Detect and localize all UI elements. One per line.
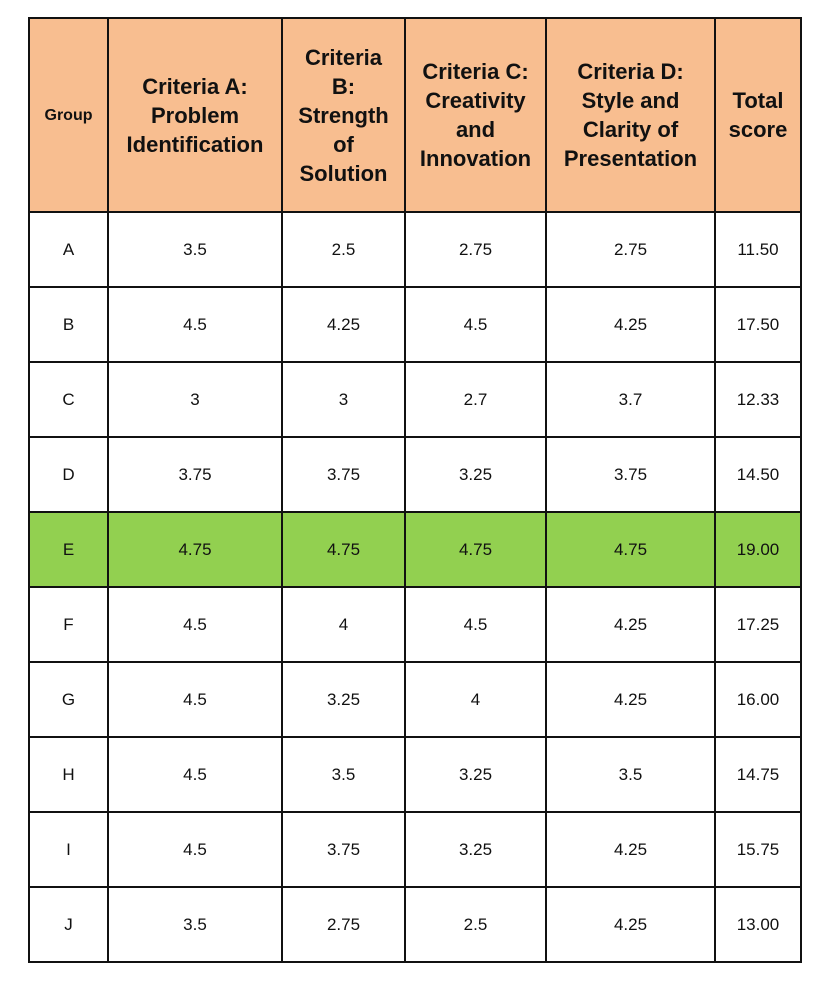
cell-criteria-b: 3 — [281, 361, 406, 438]
cell-criteria-b: 3.5 — [281, 736, 406, 813]
header-criteria-a-line: Identification — [126, 131, 264, 157]
cell-criteria-d: 3.75 — [545, 436, 716, 513]
cell-total-score: 15.75 — [714, 811, 802, 888]
table-row: B 4.5 4.25 4.5 4.25 17.50 — [28, 286, 802, 363]
header-group: Group — [28, 17, 109, 213]
cell-criteria-d: 3.5 — [545, 736, 716, 813]
header-criteria-c-line: Creativity — [425, 88, 526, 113]
header-group-label: Group — [44, 106, 93, 124]
cell-criteria-c: 4.5 — [404, 286, 547, 363]
scores-table: Group Criteria A: Problem Identification… — [28, 17, 802, 963]
cell-criteria-c: 4.75 — [404, 511, 547, 588]
cell-criteria-a: 3.5 — [107, 211, 283, 288]
cell-group: D — [28, 436, 109, 513]
cell-criteria-b: 3.75 — [281, 811, 406, 888]
table-body: A 3.5 2.5 2.75 2.75 11.50 B 4.5 4.25 4.5 4.25 17.50… — [28, 211, 802, 963]
header-criteria-b-line: Solution — [299, 160, 388, 186]
cell-group: I — [28, 811, 109, 888]
cell-criteria-b: 2.5 — [281, 211, 406, 288]
header-criteria-d-line: Style and — [581, 88, 680, 113]
cell-criteria-b: 4.25 — [281, 286, 406, 363]
cell-total-score: 14.50 — [714, 436, 802, 513]
header-criteria-c-line: Criteria C: — [422, 59, 529, 84]
table-row: A 3.5 2.5 2.75 2.75 11.50 — [28, 211, 802, 288]
cell-criteria-d: 4.25 — [545, 286, 716, 363]
cell-group: C — [28, 361, 109, 438]
cell-criteria-d: 4.25 — [545, 886, 716, 963]
header-row: Group Criteria A: Problem Identification… — [28, 17, 802, 213]
cell-group: A — [28, 211, 109, 288]
cell-criteria-a: 3.75 — [107, 436, 283, 513]
header-criteria-b-line: Criteria — [304, 44, 383, 70]
cell-total-score: 14.75 — [714, 736, 802, 813]
cell-criteria-b: 3.75 — [281, 436, 406, 513]
header-criteria-b-line: of — [333, 131, 354, 157]
table-header: Group Criteria A: Problem Identification… — [28, 17, 802, 213]
cell-criteria-a: 4.5 — [107, 286, 283, 363]
header-criteria-b-line: Strength — [298, 102, 389, 128]
cell-group: H — [28, 736, 109, 813]
cell-criteria-c: 3.25 — [404, 736, 547, 813]
cell-criteria-d: 4.75 — [545, 511, 716, 588]
header-criteria-a-line: Criteria A: — [142, 73, 248, 99]
header-criteria-a-line: Problem — [150, 102, 240, 128]
cell-total-score: 12.33 — [714, 361, 802, 438]
cell-total-score: 16.00 — [714, 661, 802, 738]
cell-group: J — [28, 886, 109, 963]
header-total-score-line: Total — [732, 88, 784, 113]
table-row: G 4.5 3.25 4 4.25 16.00 — [28, 661, 802, 738]
cell-group: F — [28, 586, 109, 663]
cell-criteria-d: 4.25 — [545, 811, 716, 888]
cell-total-score: 13.00 — [714, 886, 802, 963]
header-criteria-d: Criteria D: Style and Clarity of Present… — [545, 17, 716, 213]
cell-criteria-b: 4.75 — [281, 511, 406, 588]
cell-total-score: 19.00 — [714, 511, 802, 588]
table-row: D 3.75 3.75 3.25 3.75 14.50 — [28, 436, 802, 513]
cell-criteria-d: 4.25 — [545, 586, 716, 663]
header-criteria-c: Criteria C: Creativity and Innovation — [404, 17, 547, 213]
header-total-score: Total score — [714, 17, 802, 213]
cell-criteria-c: 3.25 — [404, 436, 547, 513]
cell-criteria-a: 3.5 — [107, 886, 283, 963]
cell-criteria-a: 4.5 — [107, 586, 283, 663]
cell-criteria-a: 4.75 — [107, 511, 283, 588]
cell-criteria-c: 4 — [404, 661, 547, 738]
cell-criteria-a: 4.5 — [107, 661, 283, 738]
table-row: E 4.75 4.75 4.75 4.75 19.00 — [28, 511, 802, 588]
cell-criteria-c: 2.75 — [404, 211, 547, 288]
cell-criteria-b: 4 — [281, 586, 406, 663]
cell-total-score: 11.50 — [714, 211, 802, 288]
table-row: F 4.5 4 4.5 4.25 17.25 — [28, 586, 802, 663]
table-row: H 4.5 3.5 3.25 3.5 14.75 — [28, 736, 802, 813]
cell-criteria-b: 3.25 — [281, 661, 406, 738]
header-criteria-d-line: Clarity of — [582, 117, 679, 142]
cell-group: G — [28, 661, 109, 738]
cell-criteria-a: 3 — [107, 361, 283, 438]
cell-criteria-c: 3.25 — [404, 811, 547, 888]
header-criteria-c-line: and — [455, 117, 496, 142]
cell-criteria-c: 2.5 — [404, 886, 547, 963]
cell-criteria-c: 4.5 — [404, 586, 547, 663]
table-row: I 4.5 3.75 3.25 4.25 15.75 — [28, 811, 802, 888]
header-criteria-c-line: Innovation — [419, 146, 532, 171]
cell-criteria-d: 4.25 — [545, 661, 716, 738]
cell-total-score: 17.25 — [714, 586, 802, 663]
header-criteria-b-line: B: — [331, 73, 356, 99]
header-criteria-a: Criteria A: Problem Identification — [107, 17, 283, 213]
cell-criteria-d: 2.75 — [545, 211, 716, 288]
cell-group: E — [28, 511, 109, 588]
table-row: J 3.5 2.75 2.5 4.25 13.00 — [28, 886, 802, 963]
cell-total-score: 17.50 — [714, 286, 802, 363]
header-total-score-line: score — [728, 117, 788, 142]
cell-criteria-b: 2.75 — [281, 886, 406, 963]
table-row: C 3 3 2.7 3.7 12.33 — [28, 361, 802, 438]
cell-criteria-a: 4.5 — [107, 736, 283, 813]
cell-criteria-a: 4.5 — [107, 811, 283, 888]
header-criteria-d-line: Criteria D: — [577, 59, 684, 84]
cell-criteria-d: 3.7 — [545, 361, 716, 438]
header-criteria-b: Criteria B: Strength of Solution — [281, 17, 406, 213]
cell-group: B — [28, 286, 109, 363]
cell-criteria-c: 2.7 — [404, 361, 547, 438]
header-criteria-d-line: Presentation — [563, 146, 698, 171]
